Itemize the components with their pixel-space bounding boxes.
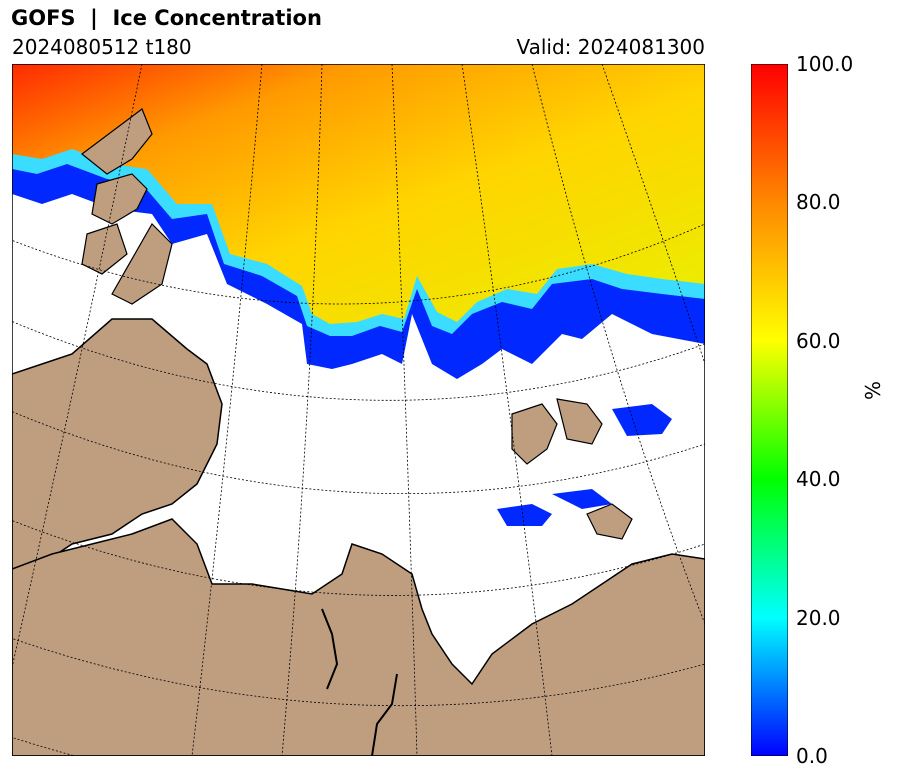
chart-title: GOFS | Ice Concentration xyxy=(11,6,322,30)
colorbar-tick-20: 20.0 xyxy=(796,606,841,630)
colorbar-units: % xyxy=(861,380,885,400)
colorbar-tick-0: 0.0 xyxy=(796,744,828,768)
colorbar-tick-60: 60.0 xyxy=(796,329,841,353)
colorbar-gradient xyxy=(751,64,788,756)
valid-time-label: Valid: 2024081300 xyxy=(516,35,705,59)
graticule xyxy=(12,64,705,756)
colorbar xyxy=(751,64,788,756)
land-islands-east xyxy=(511,398,633,540)
ice-pack xyxy=(12,64,705,324)
colorbar-tick-80: 80.0 xyxy=(796,190,841,214)
init-forecast-label: 2024080512 t180 xyxy=(12,35,192,59)
colorbar-tick-40: 40.0 xyxy=(796,467,841,491)
colorbar-tick-100: 100.0 xyxy=(796,52,854,76)
land-mainland-west xyxy=(12,318,223,570)
ice-patch-east xyxy=(497,404,672,526)
land-siberia xyxy=(12,518,705,756)
river xyxy=(321,608,398,756)
ice-concentration-map xyxy=(12,64,705,756)
land-islands-northwest xyxy=(81,108,173,305)
